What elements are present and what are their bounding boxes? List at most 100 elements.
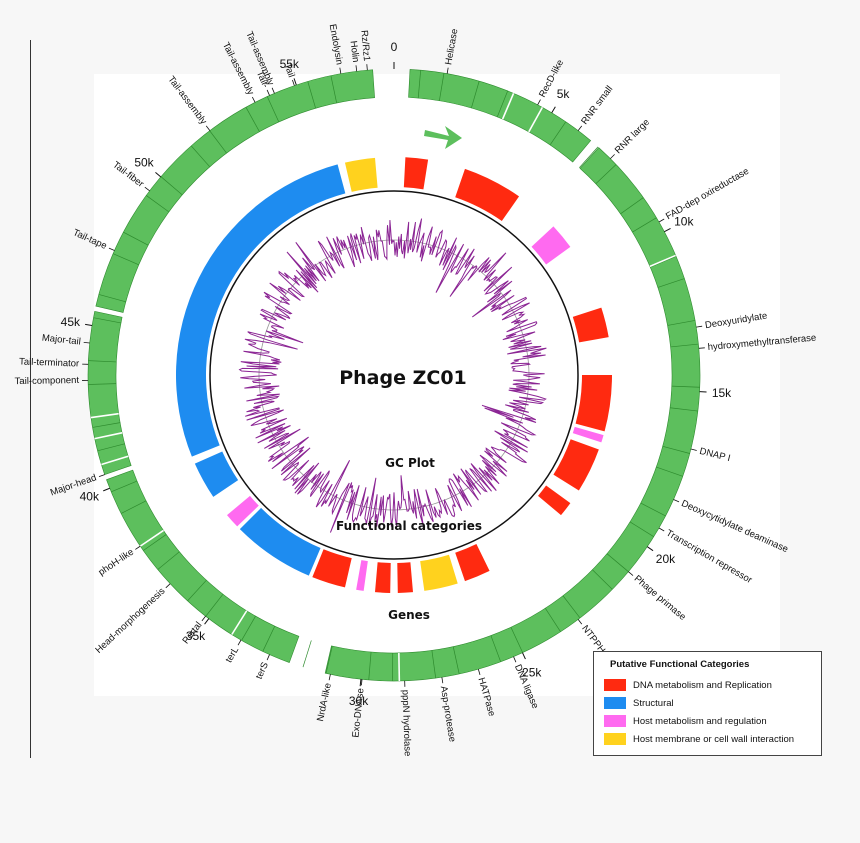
functional-segment-dna bbox=[575, 375, 612, 432]
gene-boundary bbox=[157, 551, 180, 570]
gene-boundary bbox=[544, 608, 561, 632]
gene-label-leader bbox=[477, 669, 481, 676]
gene-boundary bbox=[501, 93, 515, 120]
gene-label: Tail bbox=[282, 62, 297, 79]
gene-label: terL bbox=[224, 645, 242, 665]
legend-label: Host metabolism and regulation bbox=[633, 715, 767, 727]
gene-label-leader bbox=[205, 125, 211, 131]
gene-boundary bbox=[670, 407, 698, 412]
gene-boundary bbox=[307, 81, 316, 109]
functional-segment-dna bbox=[397, 562, 413, 593]
gene-label-leader bbox=[266, 654, 270, 661]
position-tick-mark bbox=[85, 323, 93, 326]
gene-boundary bbox=[606, 553, 629, 572]
gene-label-leader bbox=[108, 247, 115, 251]
gene-label: Asp-protease bbox=[438, 685, 458, 743]
gene-label-leader bbox=[360, 679, 363, 686]
position-tick-label: 25k bbox=[522, 666, 542, 680]
position-tick-mark bbox=[204, 618, 210, 625]
gene-boundary bbox=[111, 480, 138, 493]
gene-boundary bbox=[595, 164, 617, 185]
position-tick-label: 35k bbox=[186, 629, 206, 643]
position-tick-label: 5k bbox=[557, 87, 571, 101]
position-tick-mark bbox=[103, 487, 110, 492]
gene-label: HATPase bbox=[476, 676, 498, 717]
gene-boundary bbox=[209, 130, 227, 154]
gene-boundary bbox=[579, 146, 599, 168]
functional-segment-dna bbox=[455, 168, 520, 221]
gene-label-leader bbox=[446, 67, 449, 74]
gene-boundary bbox=[143, 534, 167, 551]
gene-label-leader bbox=[83, 341, 90, 344]
functional-segment-structural bbox=[176, 164, 346, 457]
gene-label: Tail-assembly bbox=[165, 74, 209, 127]
gene-boundary bbox=[656, 466, 683, 477]
gene-label: phoH-like bbox=[97, 547, 136, 579]
gene-boundary bbox=[205, 593, 224, 617]
functional-categories-legend: Putative Functional Categories DNA metab… bbox=[593, 651, 822, 756]
gene-boundary bbox=[510, 627, 524, 653]
gene-label-leader bbox=[628, 571, 634, 576]
functional-segment-dna bbox=[553, 439, 599, 491]
position-ticks: 0 5k 10k 15k 20k 25k 30k 35k 40k 45k 50k 55k bbox=[61, 40, 733, 708]
gene-boundary bbox=[670, 343, 699, 348]
gene-boundary bbox=[90, 412, 119, 419]
functional-segment-host_metabolism bbox=[572, 426, 604, 443]
gene-label-leader bbox=[366, 64, 368, 71]
gene-boundary bbox=[187, 579, 207, 602]
functional-segment-structural bbox=[239, 507, 321, 576]
gene-boundary bbox=[620, 197, 644, 215]
functional-segment-host_metabolism bbox=[356, 560, 368, 591]
gene-label-leader bbox=[135, 545, 141, 550]
functional-segment-membrane bbox=[344, 157, 378, 192]
gene-ring-segment bbox=[408, 69, 592, 163]
functional-segment-dna bbox=[312, 549, 352, 588]
functional-ring-label: Functional categories bbox=[336, 519, 482, 533]
gene-label-leader bbox=[577, 125, 583, 131]
gene-label: terS bbox=[254, 661, 271, 681]
position-tick-label: 0 bbox=[391, 40, 398, 54]
functional-segment-dna bbox=[538, 485, 571, 516]
position-tick-label: 50k bbox=[134, 156, 154, 170]
functional-segment-dna bbox=[375, 562, 391, 593]
genes-ring-label: Genes bbox=[388, 608, 430, 622]
gene-label: Helicase bbox=[443, 28, 460, 66]
gene-boundary bbox=[549, 121, 567, 146]
functional-segment-structural bbox=[194, 451, 239, 497]
gene-label-leader bbox=[513, 656, 517, 663]
gene-boundary bbox=[92, 422, 121, 428]
gene-label-leader bbox=[271, 87, 275, 94]
gene-label: RNR large bbox=[613, 117, 652, 156]
gene-boundaries bbox=[88, 70, 700, 681]
gene-ring bbox=[87, 69, 701, 682]
gene-boundary bbox=[662, 445, 690, 454]
gene-boundary bbox=[439, 73, 445, 101]
gene-boundary bbox=[490, 635, 501, 662]
gene-boundary bbox=[231, 610, 248, 635]
gene-boundary bbox=[120, 500, 147, 514]
gene-label-leader bbox=[441, 677, 444, 684]
gene-ring-segment bbox=[106, 469, 300, 663]
position-tick-label: 10k bbox=[674, 214, 694, 228]
gene-label: Deoxyuridylate bbox=[704, 310, 768, 331]
gene-boundary bbox=[632, 217, 657, 233]
position-tick-label: 15k bbox=[712, 386, 732, 400]
position-tick-mark bbox=[522, 652, 526, 660]
gene-label: hydroxymethyltransferase bbox=[707, 333, 816, 353]
gene-label-leader bbox=[658, 218, 665, 223]
gene-label: Endolysin bbox=[327, 23, 345, 65]
gene-label: RNR small bbox=[579, 84, 615, 127]
gene-boundary bbox=[98, 294, 126, 303]
gene-boundary bbox=[88, 360, 117, 363]
gene-label-leader bbox=[696, 325, 703, 328]
gene-label: Phage primase bbox=[632, 573, 688, 623]
gene-label: FAD-dep oxireductase bbox=[664, 166, 751, 223]
direction-arrow-icon bbox=[424, 126, 462, 149]
gene-boundary bbox=[562, 595, 581, 619]
gene-label-leader bbox=[144, 186, 150, 192]
gene-boundary bbox=[671, 385, 700, 388]
position-tick-mark bbox=[646, 546, 654, 552]
legend-swatch bbox=[604, 715, 626, 727]
gene-label: Tail-tape bbox=[71, 227, 108, 252]
